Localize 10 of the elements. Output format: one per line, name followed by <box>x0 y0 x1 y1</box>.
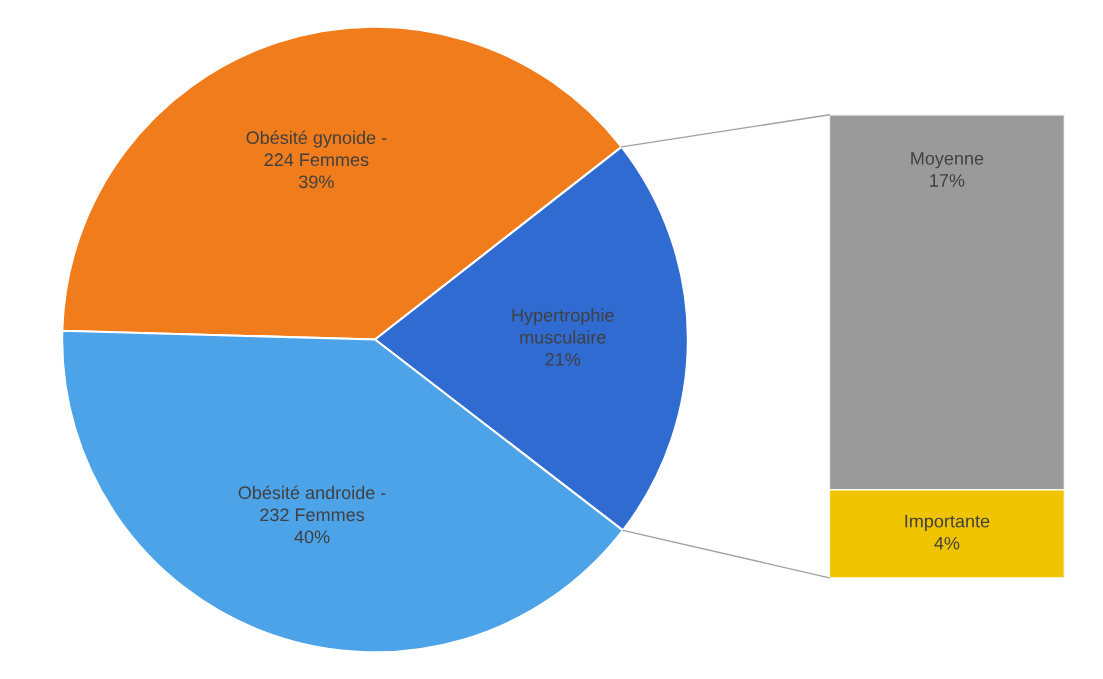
data-label: 40% <box>294 530 330 544</box>
data-label: 39% <box>299 175 334 189</box>
series-label: Importante <box>905 514 990 532</box>
slice-label: Obésité androide - 232 Femmes <box>238 485 386 522</box>
data-label: 21% <box>545 352 581 366</box>
series-label: Moyenne <box>911 152 984 169</box>
data-label: 4% <box>934 536 960 550</box>
slice-label: Hypertrophie musculaire <box>512 308 614 344</box>
slice-label: Obésité gynoide - 224 Femmes <box>246 130 387 167</box>
data-label: 17% <box>930 174 965 187</box>
